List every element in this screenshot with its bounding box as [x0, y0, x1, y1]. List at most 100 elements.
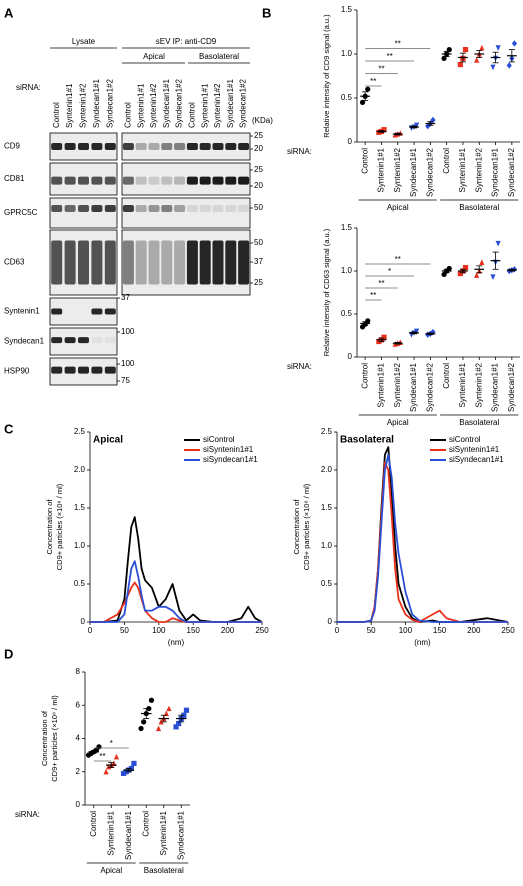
- row-label: Syntenin1: [4, 307, 40, 316]
- y-tick-label: 6: [76, 700, 81, 709]
- category-label: Syntenin1#2: [393, 147, 402, 192]
- lane-label: Syndecan1#1: [226, 79, 235, 128]
- band: [135, 205, 147, 212]
- row-label: siRNA:: [15, 810, 40, 819]
- marker-label: 20: [254, 181, 263, 190]
- lane-label: Control: [188, 102, 197, 128]
- band: [212, 205, 224, 212]
- category-label: Syndecan1#1: [491, 147, 500, 196]
- y-tick-label: 0: [348, 137, 353, 146]
- sirna-label: siRNA:: [16, 83, 41, 92]
- category-label: Control: [89, 811, 98, 837]
- y-tick-label: 1.0: [321, 541, 333, 550]
- band: [122, 240, 134, 285]
- y-tick-label: 0: [76, 800, 81, 809]
- series-line: [90, 560, 262, 623]
- blot-panel: [121, 197, 251, 229]
- significance-label: **: [395, 255, 401, 264]
- data-point: [96, 744, 102, 750]
- legend-label: siControl: [203, 435, 235, 444]
- band: [104, 308, 116, 315]
- section-label: Apical: [100, 866, 122, 875]
- lane-label: Syntenin1#1: [200, 83, 209, 128]
- data-point: [141, 719, 147, 725]
- category-label: Syntenin1#2: [393, 362, 402, 407]
- category-label: Syndecan1#2: [425, 147, 434, 196]
- band: [104, 143, 116, 150]
- x-axis-label: (nm): [414, 638, 431, 647]
- x-tick-label: 250: [501, 626, 515, 635]
- y-tick-label: 0: [328, 617, 333, 626]
- significance-label: *: [110, 739, 113, 748]
- section-label: Basolateral: [459, 418, 499, 427]
- category-label: Syntenin1#1: [458, 147, 467, 192]
- lane-label: Control: [52, 102, 61, 128]
- series-line: [90, 581, 262, 623]
- section-label: Basolateral: [144, 866, 184, 875]
- legend-label: siSyntenin1#1: [203, 445, 254, 454]
- lane-label: Syndecan1#2: [105, 79, 114, 128]
- band: [64, 176, 76, 185]
- y-tick-label: 0.5: [341, 309, 353, 318]
- band: [148, 176, 160, 185]
- data-point: [365, 318, 371, 324]
- legend-label: siSyndecan1#1: [449, 455, 504, 464]
- band: [51, 366, 63, 374]
- marker-label: 25: [254, 165, 263, 174]
- y-tick-label: 1.5: [321, 503, 333, 512]
- band: [64, 337, 76, 344]
- significance-label: **: [378, 65, 384, 74]
- band: [104, 366, 116, 374]
- band: [135, 176, 147, 185]
- marker-label: 25: [254, 278, 263, 287]
- y-tick-label: 1.0: [341, 266, 353, 275]
- band: [104, 337, 116, 344]
- y-axis-label: CD9+ particles (×10⁸ / ml): [55, 483, 64, 570]
- data-point: [474, 272, 480, 278]
- band: [78, 143, 89, 150]
- data-point: [495, 45, 501, 51]
- panel-label: B: [262, 5, 271, 20]
- section-label: Apical: [387, 203, 409, 212]
- legend-label: siControl: [449, 435, 481, 444]
- data-point: [430, 116, 436, 124]
- band: [199, 205, 211, 212]
- chart-title: Apical: [93, 435, 123, 446]
- y-tick-label: 0.5: [341, 93, 353, 102]
- y-tick-label: 0: [348, 352, 353, 361]
- data-point: [148, 697, 155, 703]
- row-label: HSP90: [4, 367, 30, 376]
- data-point: [479, 259, 485, 265]
- band: [199, 240, 211, 285]
- series-line: [90, 516, 263, 623]
- band: [174, 143, 186, 150]
- marker-label: 100: [121, 359, 135, 368]
- x-tick-label: 150: [187, 626, 201, 635]
- y-axis-label: Concentration of: [292, 499, 301, 555]
- band: [161, 143, 173, 150]
- band: [135, 143, 147, 150]
- band: [104, 205, 116, 212]
- y-tick-label: 2.5: [74, 427, 86, 436]
- lane-label: Syndecan1#2: [175, 79, 184, 128]
- band: [238, 143, 250, 150]
- band: [78, 366, 89, 374]
- data-point: [138, 725, 144, 732]
- band: [174, 176, 186, 185]
- data-point: [155, 725, 162, 732]
- band: [64, 366, 76, 374]
- y-tick-label: 1.5: [74, 503, 86, 512]
- significance-label: **: [395, 40, 401, 49]
- data-point: [113, 753, 120, 760]
- data-point: [479, 44, 485, 51]
- y-tick-label: 0.5: [74, 579, 86, 588]
- data-point: [183, 707, 190, 713]
- legend-label: siSyntenin1#1: [449, 445, 500, 454]
- band: [64, 240, 76, 285]
- marker-label: 50: [254, 203, 263, 212]
- data-point: [381, 334, 387, 340]
- x-axis-label: (nm): [168, 638, 185, 647]
- lane-label: Syndecan1#1: [162, 79, 171, 128]
- lane-label: Syntenin1#2: [213, 83, 222, 128]
